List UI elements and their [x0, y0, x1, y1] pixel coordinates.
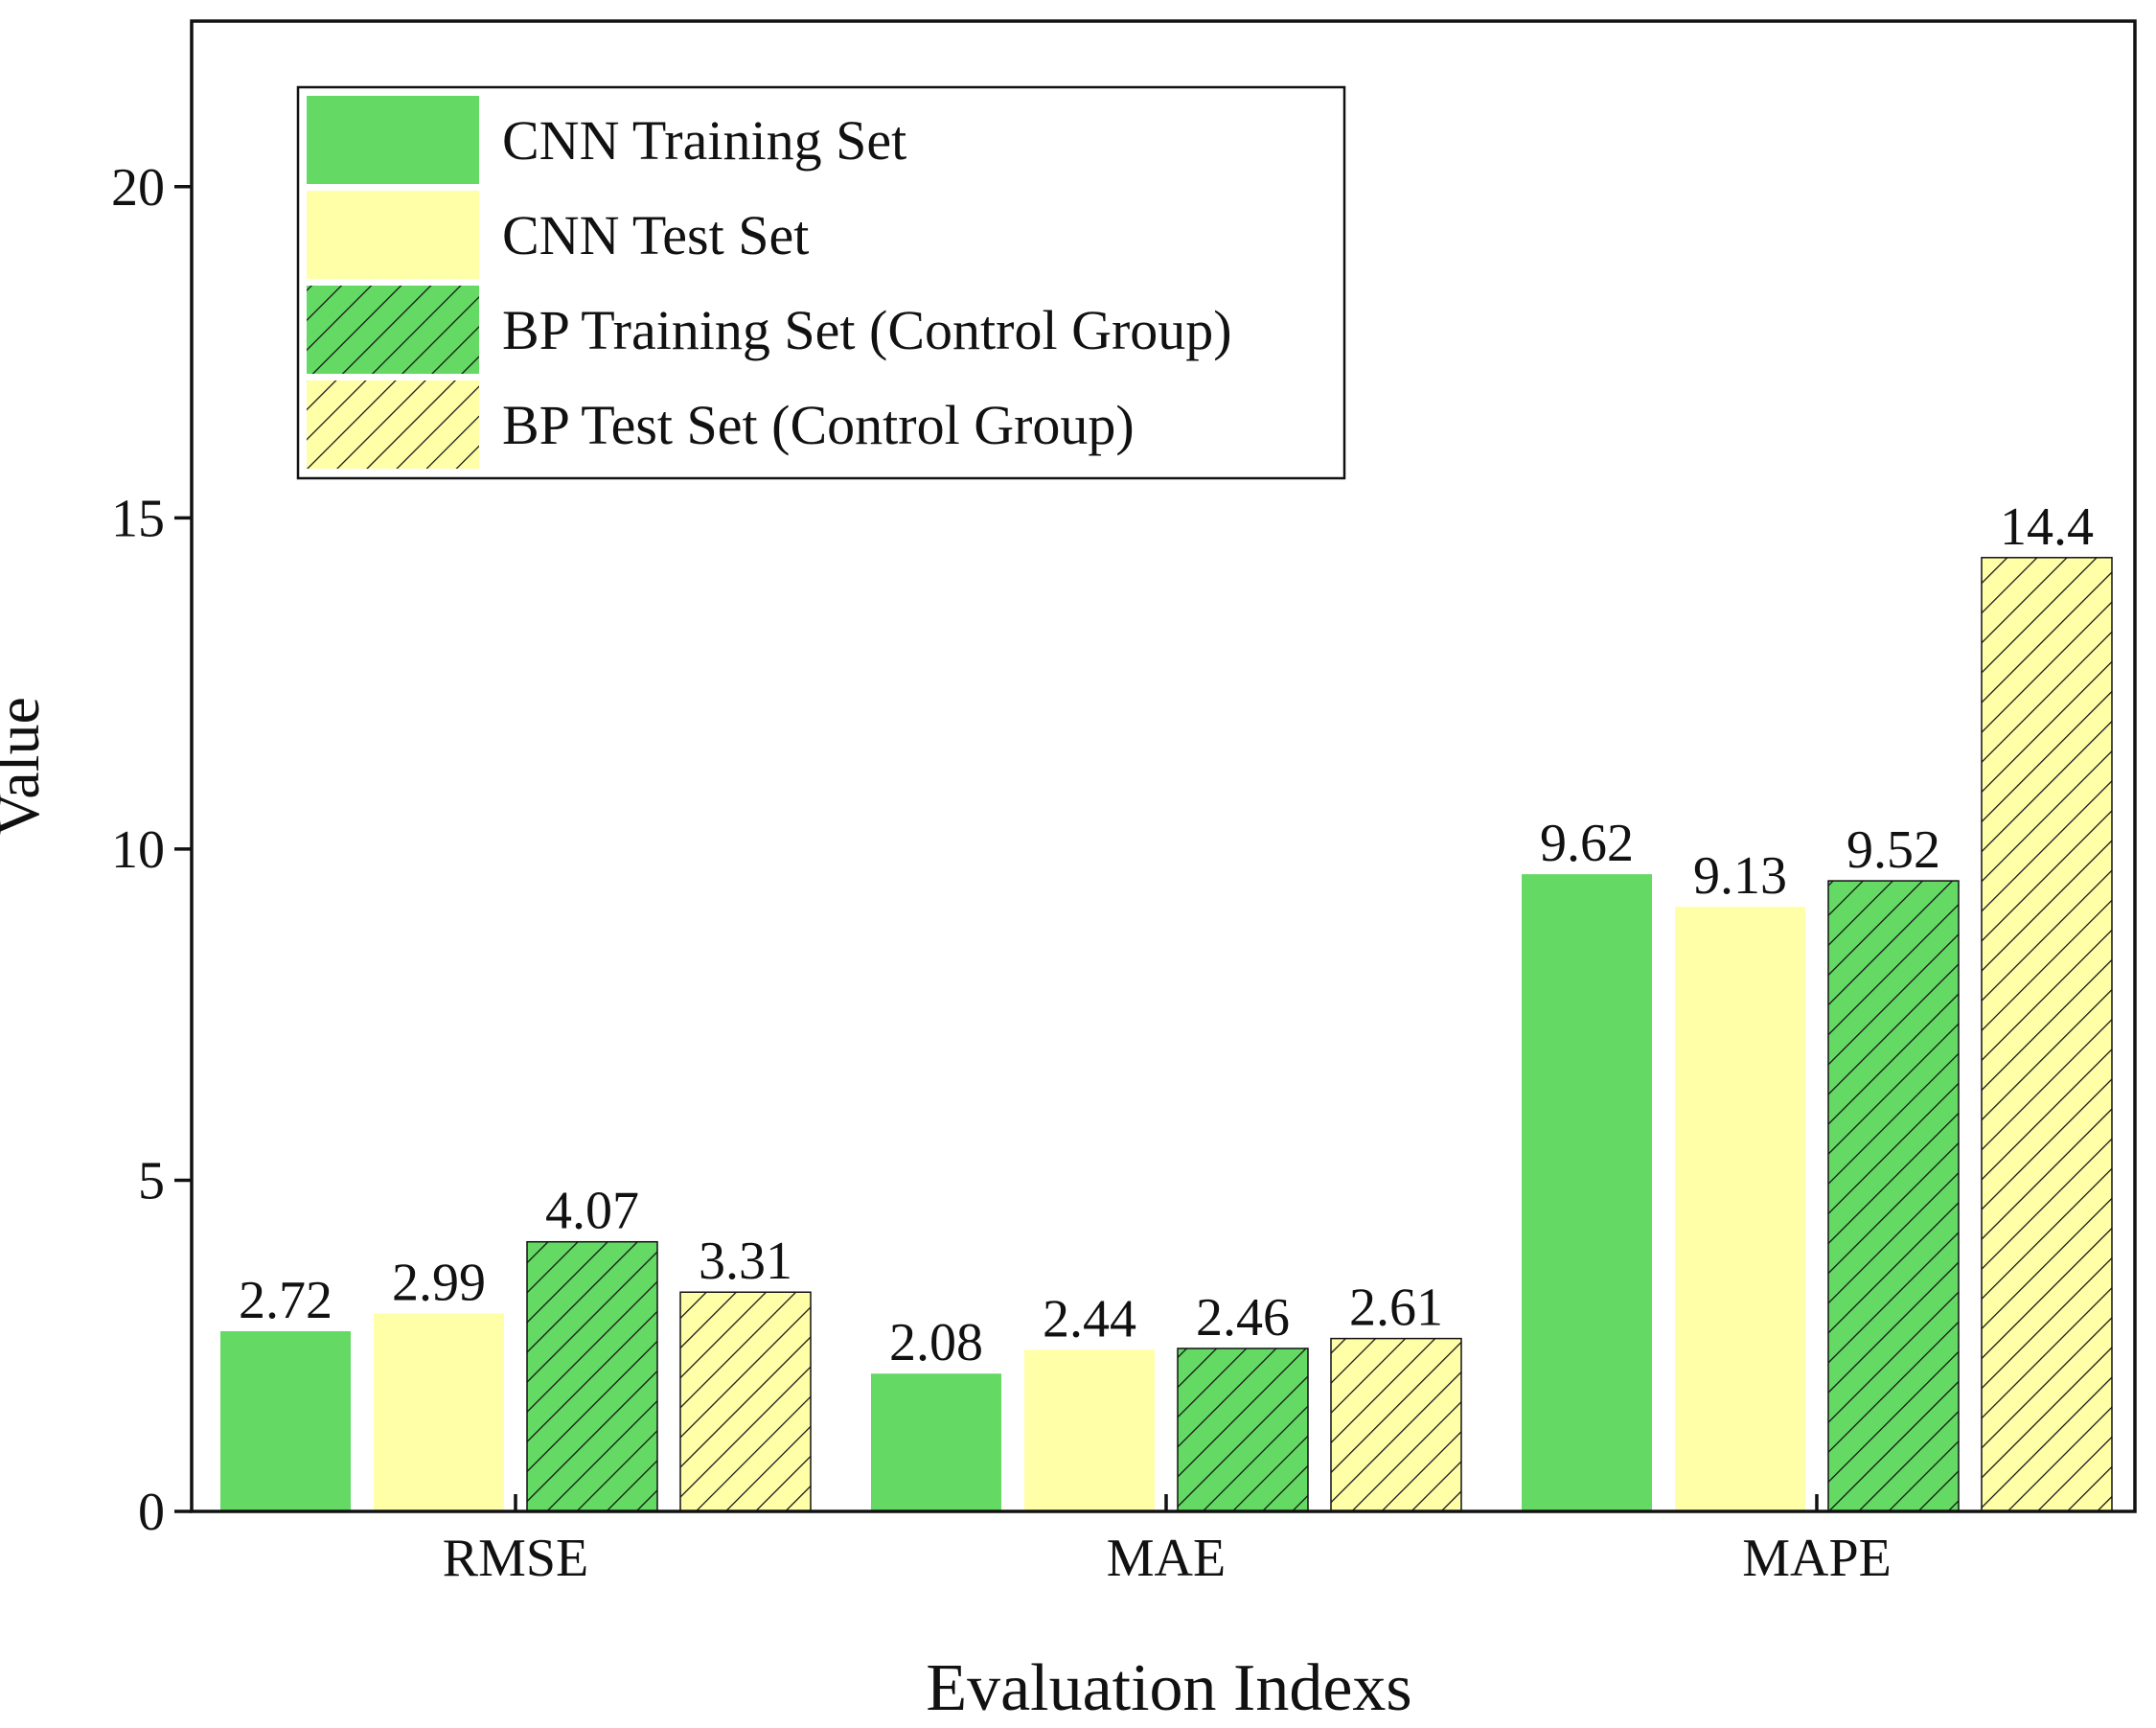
bar-value-label: 3.31	[699, 1232, 792, 1291]
bar-value-label: 9.52	[1846, 820, 1940, 880]
y-axis-label: Value	[0, 697, 52, 837]
x-tick-label: MAE	[1107, 1529, 1226, 1588]
bar-value-label: 2.99	[392, 1253, 486, 1312]
bar	[871, 1373, 1001, 1511]
axes-layer: 0 5 10 15 20 RMSE MAE MAPE	[111, 158, 1892, 1588]
bar-value-label: 9.13	[1693, 846, 1787, 906]
bar	[680, 1292, 811, 1511]
bar	[220, 1331, 351, 1511]
legend-swatch	[307, 191, 479, 279]
bar	[1982, 557, 2112, 1511]
bar	[1331, 1338, 1461, 1511]
legend-label: CNN Training Set	[502, 109, 906, 172]
bar-value-label: 2.72	[239, 1271, 333, 1330]
legend-label: CNN Test Set	[502, 204, 809, 266]
legend: CNN Training Set CNN Test Set BP Training …	[296, 85, 1346, 480]
legend-swatch	[307, 286, 479, 374]
legend-label: BP Test Set (Control Group)	[502, 394, 1135, 456]
legend-label: BP Training Set (Control Group)	[502, 299, 1232, 361]
bar	[1828, 881, 1959, 1511]
bar	[527, 1241, 657, 1511]
x-axis-label: Evaluation Indexs	[926, 1651, 1411, 1725]
bar-value-label: 4.07	[545, 1182, 639, 1241]
bar	[1024, 1349, 1155, 1511]
bar-value-label: 14.4	[2000, 497, 2094, 557]
bar	[374, 1313, 504, 1511]
legend-swatch	[307, 380, 479, 469]
x-tick-label: MAPE	[1742, 1529, 1892, 1588]
x-tick-label: RMSE	[443, 1529, 589, 1588]
bar-value-labels: 2.72 2.08 9.62 2.99 2.44 9.13 4.07 2.46 9.52 3.31…	[239, 497, 2094, 1372]
bar-value-label: 2.61	[1349, 1279, 1443, 1338]
bar-value-label: 2.46	[1196, 1288, 1290, 1348]
bar-value-label: 2.08	[889, 1313, 983, 1372]
bar	[1522, 874, 1652, 1511]
bar-value-label: 9.62	[1540, 814, 1634, 873]
bar-value-label: 2.44	[1043, 1289, 1136, 1348]
y-tick-label: 15	[111, 489, 165, 548]
y-tick-label: 0	[138, 1483, 165, 1542]
plot-frame	[190, 19, 2137, 1513]
legend-swatch	[307, 96, 479, 184]
bar	[1178, 1348, 1308, 1511]
y-tick-label: 5	[138, 1151, 165, 1210]
bars-layer	[220, 557, 2113, 1512]
y-tick-label: 20	[111, 158, 165, 218]
y-tick-label: 10	[111, 820, 165, 880]
bar	[1675, 907, 1805, 1511]
